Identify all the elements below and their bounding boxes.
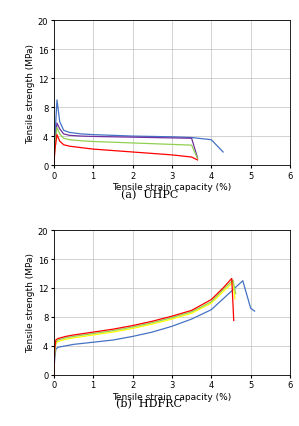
- Y-axis label: Tensile strength (MPa): Tensile strength (MPa): [26, 43, 35, 143]
- Y-axis label: Tensile strength (MPa): Tensile strength (MPa): [26, 253, 35, 353]
- X-axis label: Tensile strain capacity (%): Tensile strain capacity (%): [112, 392, 231, 401]
- X-axis label: Tensile strain capacity (%): Tensile strain capacity (%): [112, 183, 231, 192]
- Text: (b)  HDFRC: (b) HDFRC: [117, 398, 182, 409]
- Text: (a)  UHPC: (a) UHPC: [121, 189, 178, 199]
